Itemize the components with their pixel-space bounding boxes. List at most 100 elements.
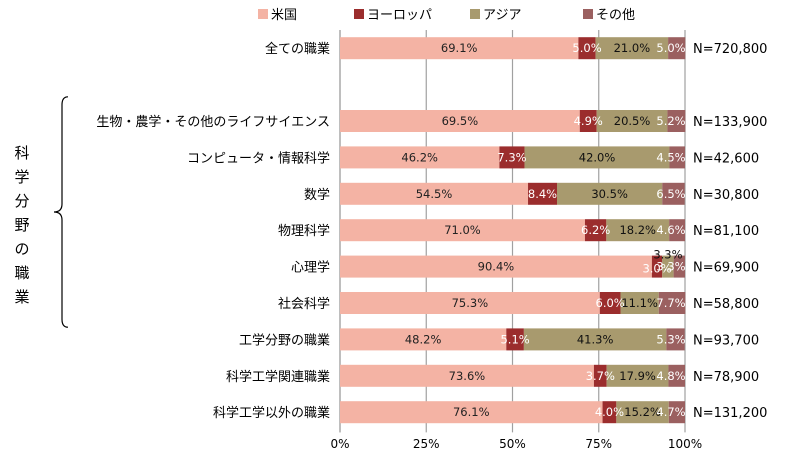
data-label: 4.9% <box>574 114 603 128</box>
data-label: 46.2% <box>401 150 438 164</box>
bar-segment <box>666 328 685 351</box>
data-label: 17.9% <box>619 369 656 383</box>
bar-segment <box>658 292 686 314</box>
legend-swatch <box>354 9 364 19</box>
bar-segment <box>584 219 607 242</box>
data-label: 21.0% <box>614 41 651 55</box>
group-brace <box>53 96 69 328</box>
data-label: 5.2% <box>656 114 685 128</box>
legend-label: 米国 <box>271 8 297 23</box>
bar-segment <box>340 255 652 278</box>
n-label: N=131,200 <box>693 406 767 421</box>
data-label: 3.7% <box>586 369 615 383</box>
bar-segment <box>620 292 659 314</box>
bar-segment <box>340 146 500 169</box>
group-label-char: の <box>14 240 29 258</box>
bar-segment <box>673 255 685 278</box>
bar-segment <box>668 401 685 424</box>
category-label: 数学 <box>304 187 330 203</box>
data-label: 4.5% <box>656 150 685 164</box>
bar-segment <box>524 146 670 169</box>
category-label: 科学工学関連職業 <box>226 369 330 385</box>
x-tick-label: 0% <box>330 437 349 451</box>
data-label: 73.6% <box>449 369 486 383</box>
bar-segment <box>340 401 603 424</box>
bar-segment <box>651 255 663 278</box>
data-label: 76.1% <box>453 405 490 419</box>
group-label-char: 科 <box>14 144 29 162</box>
category-label: 生物・農学・その他のライフサイエンス <box>96 114 330 130</box>
legend-label: その他 <box>596 8 635 23</box>
data-label: 4.6% <box>656 223 685 237</box>
bar-segment <box>340 292 600 314</box>
legend-swatch <box>583 9 593 19</box>
x-tick-label: 50% <box>499 437 526 451</box>
data-label: 30.5% <box>591 187 628 201</box>
data-label: 3.3% <box>656 260 685 274</box>
bar-segment <box>668 364 685 387</box>
category-label: コンピュータ・情報科学 <box>187 150 330 166</box>
legend-label: アジア <box>483 8 521 23</box>
data-label: 69.5% <box>442 114 479 128</box>
bar-segment <box>662 182 685 205</box>
bar-segment <box>340 110 580 132</box>
bar-segment <box>579 110 597 132</box>
n-label: N=69,900 <box>693 261 759 276</box>
category-label: 物理科学 <box>278 223 330 239</box>
bar-segment <box>596 110 668 132</box>
data-label: 5.0% <box>572 41 601 55</box>
n-label: N=720,800 <box>693 42 767 57</box>
bar-segment <box>669 219 685 242</box>
x-tick-label: 25% <box>413 437 440 451</box>
bar-segment <box>669 146 685 169</box>
data-label: 71.0% <box>444 223 481 237</box>
data-label: 48.2% <box>405 332 442 346</box>
group-label-char: 学 <box>14 168 29 186</box>
bar-segment <box>602 401 617 424</box>
group-label-char: 野 <box>14 216 29 234</box>
data-label: 6.2% <box>581 223 610 237</box>
group-label-char: 分 <box>14 192 29 210</box>
bar-segment <box>593 364 607 387</box>
labels: 0% 25% 50% 75% 100% 全ての職業 N=720,800 69.1% 5.0% 21… <box>96 41 767 451</box>
bar-segment <box>606 219 670 242</box>
data-label: 15.2% <box>624 405 661 419</box>
n-label: N=42,600 <box>693 151 759 166</box>
data-label: 41.3% <box>577 332 614 346</box>
n-label: N=93,700 <box>693 333 759 348</box>
x-tick-label: 75% <box>585 437 612 451</box>
bar-segment <box>662 255 674 278</box>
bar-segment <box>616 401 669 424</box>
bar-segment <box>667 110 686 132</box>
legend-swatch <box>258 9 268 19</box>
n-label: N=81,100 <box>693 224 759 239</box>
bar-segment <box>340 182 529 205</box>
bar-segment <box>523 328 667 351</box>
bar-segment <box>668 37 686 60</box>
category-label: 科学工学以外の職業 <box>213 405 330 421</box>
n-label: N=30,800 <box>693 188 759 203</box>
data-label: 6.0% <box>596 296 625 310</box>
data-label: 6.5% <box>656 187 685 201</box>
bar-segment <box>578 37 596 60</box>
legend-label: ヨーロッパ <box>367 8 432 23</box>
bar-segment <box>595 37 669 60</box>
group-label-char: 職 <box>14 264 29 282</box>
legend: 米国 ヨーロッパ アジア その他 <box>258 8 635 23</box>
bar-segment <box>557 182 663 205</box>
n-label: N=78,900 <box>693 370 759 385</box>
data-label: 3.3% <box>653 248 682 262</box>
bar-segment <box>528 182 558 205</box>
data-label: 69.1% <box>441 41 478 55</box>
data-label: 42.0% <box>579 150 616 164</box>
bar-segment <box>606 364 669 387</box>
data-label: 5.3% <box>656 332 685 346</box>
n-label: N=58,800 <box>693 297 759 312</box>
category-label: 社会科学 <box>278 296 330 312</box>
data-label: 90.4% <box>478 260 515 274</box>
data-label: 3.0% <box>642 262 671 276</box>
data-label: 8.4% <box>528 187 557 201</box>
